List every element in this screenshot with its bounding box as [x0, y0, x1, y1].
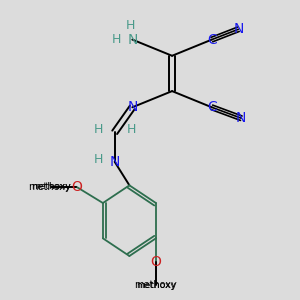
Text: O: O — [71, 180, 82, 194]
Text: methoxy: methoxy — [32, 182, 71, 191]
Text: C: C — [207, 33, 217, 46]
Text: N: N — [127, 33, 137, 46]
Text: H: H — [126, 19, 136, 32]
Text: N: N — [110, 155, 120, 169]
Text: C: C — [207, 100, 217, 114]
Text: O: O — [151, 255, 161, 269]
Text: methoxy: methoxy — [136, 281, 176, 290]
Text: N: N — [127, 100, 137, 114]
Text: methoxy: methoxy — [134, 280, 177, 290]
Text: H: H — [127, 123, 136, 136]
Text: N: N — [236, 111, 247, 125]
Text: H: H — [94, 123, 103, 136]
Text: N: N — [233, 22, 244, 36]
Text: methoxy: methoxy — [28, 182, 71, 192]
Text: H: H — [112, 33, 121, 46]
Text: H: H — [94, 153, 103, 166]
